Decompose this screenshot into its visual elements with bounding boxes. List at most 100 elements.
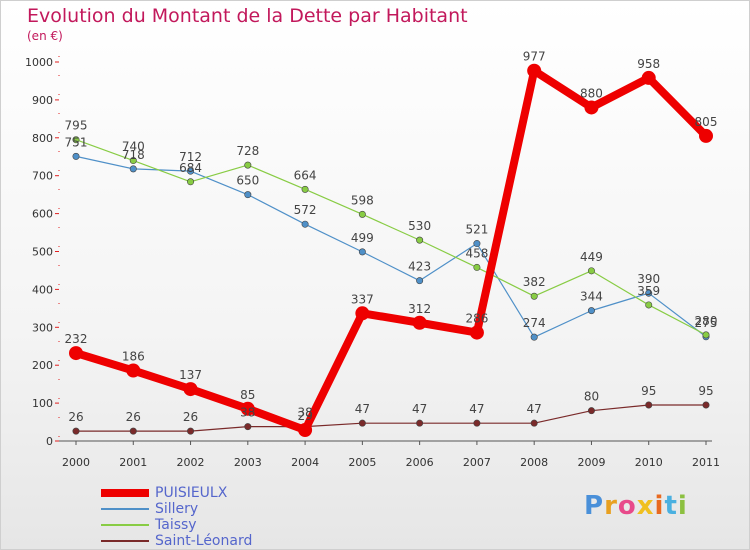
data-label: 232 xyxy=(65,332,88,346)
chart-subtitle: (en €) xyxy=(27,29,63,43)
data-point xyxy=(72,427,80,435)
data-point xyxy=(244,161,252,169)
data-point xyxy=(358,210,366,218)
data-point xyxy=(527,63,542,78)
data-point xyxy=(473,419,481,427)
data-label: 280 xyxy=(695,314,718,328)
data-point xyxy=(355,306,370,321)
x-tick-label: 2002 xyxy=(177,456,205,469)
logo-letter: i xyxy=(677,491,688,521)
x-tick-label: 2006 xyxy=(406,456,434,469)
data-label: 382 xyxy=(523,275,546,289)
data-point xyxy=(187,427,195,435)
data-point xyxy=(129,157,137,165)
y-tick-label: 600 xyxy=(32,208,53,221)
y-tick-label: 300 xyxy=(32,321,53,334)
data-label: 47 xyxy=(412,402,427,416)
legend-label: PUISIEULX xyxy=(155,485,228,501)
data-label: 26 xyxy=(126,410,141,424)
series-line-saint-léonard xyxy=(76,404,706,432)
data-point xyxy=(129,427,137,435)
data-label: 572 xyxy=(294,203,317,217)
data-label: 423 xyxy=(408,260,431,274)
legend-swatch xyxy=(101,524,149,526)
data-point xyxy=(129,165,137,173)
data-point xyxy=(645,301,653,309)
data-label: 275 xyxy=(695,316,718,330)
x-tick-label: 2000 xyxy=(62,456,90,469)
logo-letter: r xyxy=(604,491,618,521)
data-point xyxy=(702,401,710,409)
y-tick-label: 1000 xyxy=(25,56,53,69)
series-line-puisieulx xyxy=(74,66,709,435)
data-label: 38 xyxy=(297,406,312,420)
data-label: 521 xyxy=(465,223,488,237)
data-point xyxy=(416,277,424,285)
y-tick-label: 200 xyxy=(32,359,53,372)
data-point xyxy=(641,70,656,85)
data-point xyxy=(72,136,80,144)
data-label: 751 xyxy=(65,135,88,149)
x-tick-label: 2004 xyxy=(291,456,319,469)
data-label: 38 xyxy=(240,406,255,420)
data-label: 47 xyxy=(355,402,370,416)
data-label: 344 xyxy=(580,290,603,304)
data-point xyxy=(587,407,595,415)
data-label: 26 xyxy=(183,410,198,424)
data-label: 598 xyxy=(351,193,374,207)
logo-letter: x xyxy=(636,491,655,521)
legend-label: Sillery xyxy=(155,501,199,517)
proxiti-logo: Proxiti xyxy=(584,491,688,521)
data-point xyxy=(187,167,195,175)
y-tick-label: 100 xyxy=(32,397,53,410)
y-tick-label: 400 xyxy=(32,283,53,296)
data-point xyxy=(587,307,595,315)
data-label: 664 xyxy=(294,168,317,182)
chart-title: Evolution du Montant de la Dette par Hab… xyxy=(27,5,468,27)
data-label: 530 xyxy=(408,219,431,233)
data-point xyxy=(412,315,427,330)
data-label: 186 xyxy=(122,350,145,364)
data-point xyxy=(645,401,653,409)
logo-letter: t xyxy=(664,491,678,521)
data-point xyxy=(358,419,366,427)
legend-swatch xyxy=(101,508,149,510)
data-point xyxy=(187,178,195,186)
data-label: 390 xyxy=(637,272,660,286)
data-label: 880 xyxy=(580,86,603,100)
data-point xyxy=(699,128,713,143)
legend-label: Taissy xyxy=(155,517,197,533)
data-label: 449 xyxy=(580,250,603,264)
x-tick-label: 2009 xyxy=(577,456,605,469)
data-label: 359 xyxy=(637,284,660,298)
data-point xyxy=(473,240,481,248)
data-point xyxy=(301,220,309,228)
data-label: 795 xyxy=(65,119,88,133)
logo-letter: i xyxy=(654,491,665,521)
data-point xyxy=(530,333,538,341)
data-point xyxy=(358,248,366,256)
data-label: 650 xyxy=(236,174,259,188)
x-tick-label: 2007 xyxy=(463,456,491,469)
x-tick-label: 2010 xyxy=(635,456,663,469)
legend-swatch xyxy=(101,540,149,542)
series-line-taissy xyxy=(75,139,707,336)
data-point xyxy=(244,423,252,431)
data-label: 458 xyxy=(465,246,488,260)
y-tick-label: 500 xyxy=(32,246,53,259)
data-label: 286 xyxy=(465,312,488,326)
data-point xyxy=(298,423,313,438)
data-label: 718 xyxy=(122,148,145,162)
data-label: 740 xyxy=(122,140,145,154)
data-label: 47 xyxy=(469,402,484,416)
data-point xyxy=(240,401,255,416)
x-tick-label: 2008 xyxy=(520,456,548,469)
data-point xyxy=(416,236,424,244)
legend-label: Saint-Léonard xyxy=(155,533,253,549)
data-point xyxy=(587,267,595,275)
data-label: 80 xyxy=(584,390,599,404)
data-label: 26 xyxy=(68,410,83,424)
data-label: 728 xyxy=(236,144,259,158)
data-point xyxy=(126,363,141,378)
